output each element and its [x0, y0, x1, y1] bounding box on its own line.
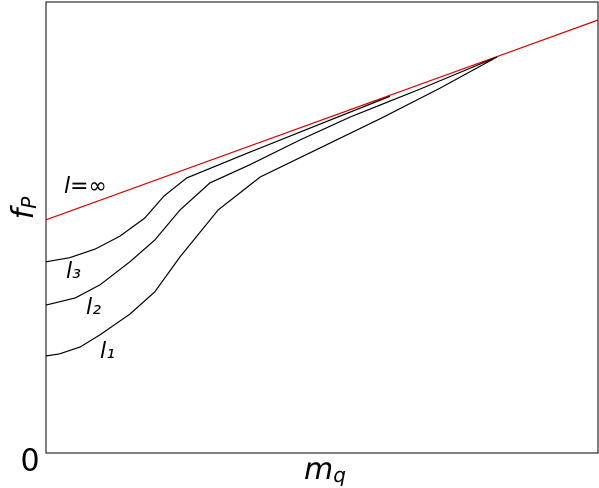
- series-label: l₃: [66, 259, 81, 284]
- plot-frame: [45, 1, 599, 454]
- x-axis-label: mq: [304, 452, 346, 487]
- series-line: [45, 95, 391, 263]
- x-label-base: m: [304, 452, 333, 487]
- series-label: l₁: [100, 339, 115, 364]
- series-line: [45, 56, 498, 306]
- series-line: [45, 56, 498, 357]
- series-label: l=∞: [64, 174, 107, 199]
- y-axis-label: fP: [6, 196, 41, 220]
- x-label-sub: q: [333, 463, 346, 487]
- y-label-sub: P: [17, 196, 41, 209]
- series-line: [45, 19, 599, 221]
- series-label: l₂: [86, 295, 101, 320]
- y-tick-label: 0: [20, 444, 39, 479]
